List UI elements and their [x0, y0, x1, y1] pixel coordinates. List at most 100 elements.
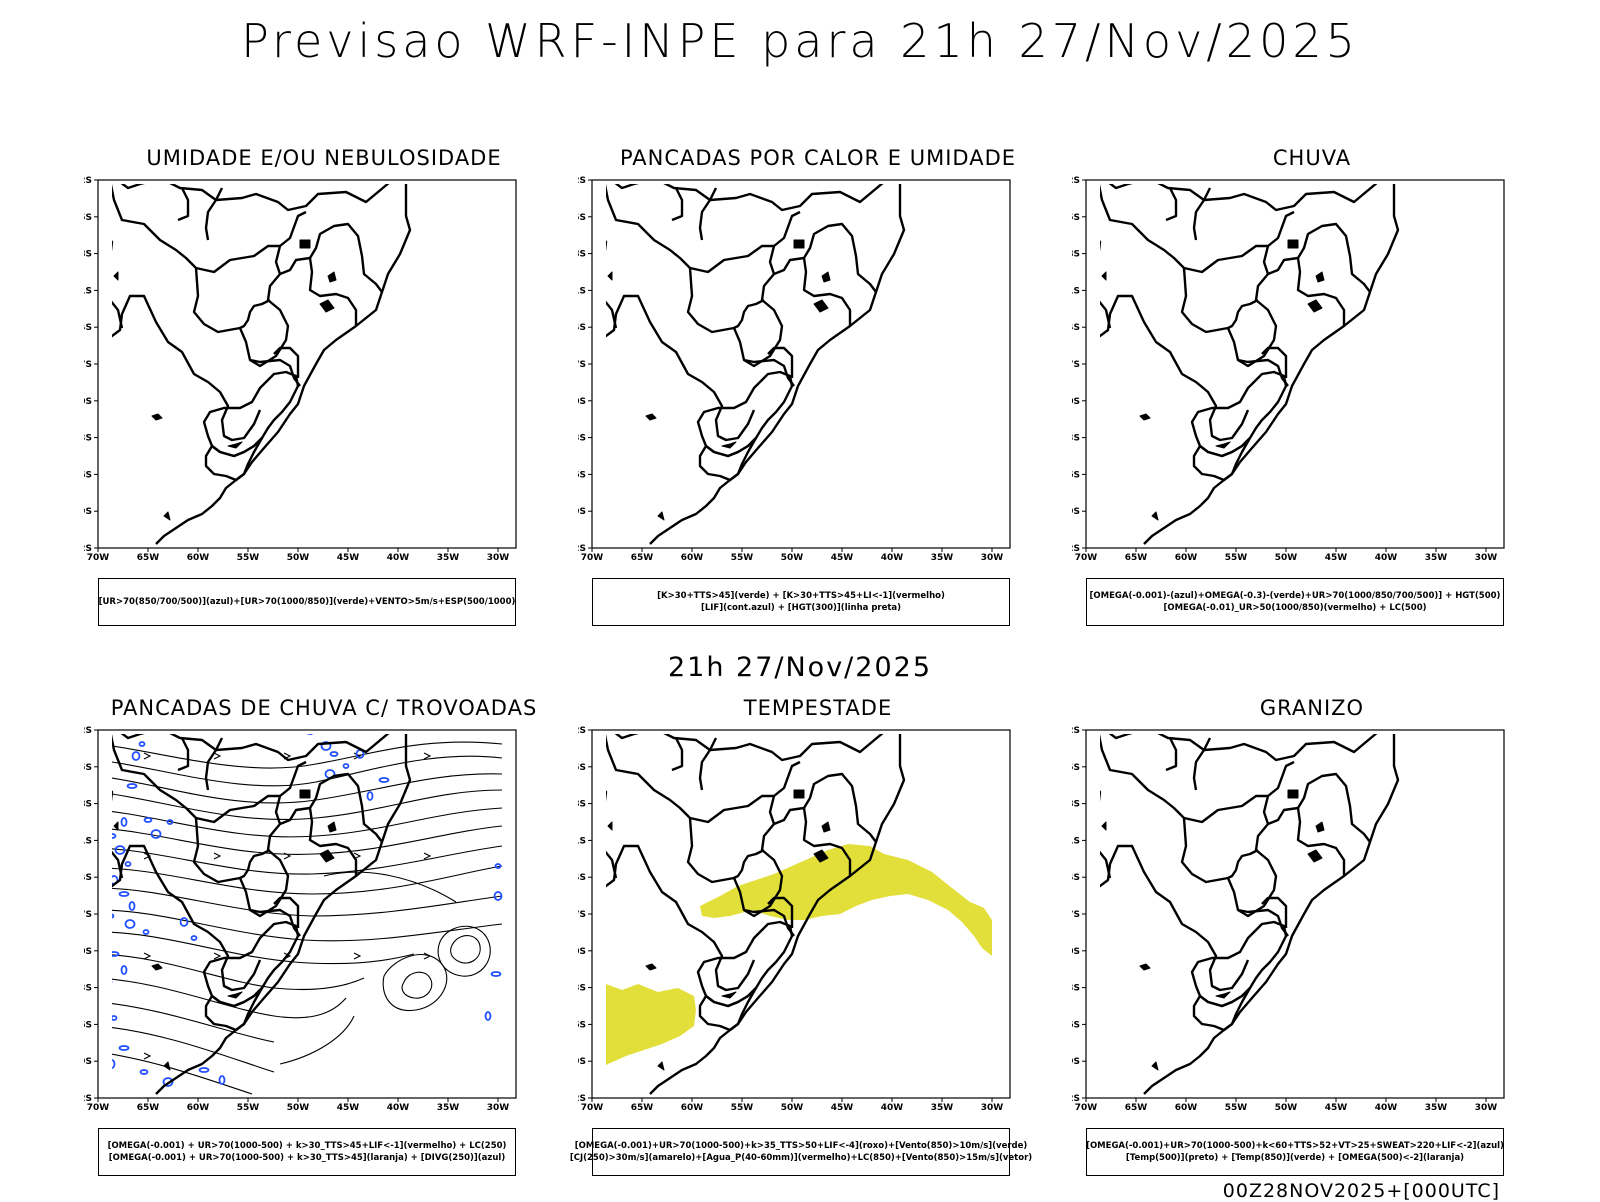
- lat-label: 15S: [578, 763, 586, 773]
- panel-title: UMIDADE E/OU NEBULOSIDADE: [146, 146, 502, 170]
- lon-label: 30W: [487, 1103, 510, 1113]
- streamline: [112, 931, 415, 965]
- thunder-contour: [342, 763, 350, 769]
- lake-shape: [319, 299, 335, 313]
- lat-label: 12S: [84, 176, 92, 186]
- lat-label: 42S: [84, 544, 92, 554]
- lat-label: 36S: [578, 1020, 586, 1030]
- lake-shape: [227, 991, 243, 999]
- thunder-contour: [494, 863, 502, 869]
- lat-label: 39S: [1072, 507, 1080, 517]
- lat-label: 33S: [1072, 984, 1080, 994]
- lon-label: 50W: [287, 1103, 310, 1113]
- map-granizo: 12S 15S 18S 21S 24S 27S 30S 33S 36S 39S 42S70W 65W 6…: [1072, 726, 1505, 1113]
- lake-shape: [1151, 1061, 1159, 1071]
- streamline: [112, 909, 503, 942]
- lat-label: 18S: [578, 800, 586, 810]
- streamline: [112, 865, 503, 895]
- lat-label: 24S: [1072, 873, 1080, 883]
- thunder-contour: [118, 1045, 130, 1051]
- lon-label: 65W: [1125, 1103, 1148, 1113]
- lat-label: 42S: [1072, 1094, 1080, 1104]
- border-line: [239, 298, 271, 330]
- lat-label: 33S: [84, 984, 92, 994]
- lon-label: 70W: [1075, 1103, 1098, 1113]
- lat-label: 39S: [578, 507, 586, 517]
- panel-legend: [OMEGA(-0.001)+UR>70(1000-500)+k>35_TTS>…: [570, 1128, 1032, 1176]
- thunder-contour: [112, 951, 120, 957]
- lake-shape: [721, 991, 737, 999]
- lat-label: 39S: [1072, 1057, 1080, 1067]
- border-line: [606, 790, 618, 879]
- map-tempestade: 12S 15S 18S 21S 24S 27S 30S 33S 36S 39S 42S70W 65W 6…: [578, 726, 1011, 1113]
- panel-umidade: UMIDADE E/OU NEBULOSIDADE 12S 15S 18S 21S 24…: [84, 146, 564, 626]
- map-content: [1100, 734, 1400, 1095]
- border-line: [249, 908, 301, 937]
- border-line: [767, 896, 794, 928]
- lat-label: 30S: [578, 397, 586, 407]
- border-line: [606, 734, 801, 824]
- streamline: [112, 741, 503, 769]
- lat-label: 33S: [84, 434, 92, 444]
- border-line: [1108, 184, 1400, 545]
- lake-shape: [657, 511, 665, 521]
- lon-label: 50W: [287, 553, 310, 563]
- border-line: [112, 184, 307, 274]
- lat-label: 18S: [84, 800, 92, 810]
- map-layer: [112, 734, 503, 1095]
- border-line: [606, 240, 618, 329]
- lat-label: 39S: [578, 1057, 586, 1067]
- thunder-contour: [112, 1015, 118, 1021]
- border-line: [671, 187, 684, 222]
- border-line: [686, 772, 877, 918]
- border-line: [273, 346, 300, 378]
- lon-label: 60W: [1175, 1103, 1198, 1113]
- lake-shape: [813, 849, 829, 863]
- border-line: [204, 737, 224, 791]
- border-line: [1192, 737, 1212, 791]
- map-border: [591, 179, 1011, 549]
- border-line: [1100, 184, 1295, 274]
- border-line: [802, 807, 852, 876]
- streamline: [279, 1015, 355, 1065]
- border-line: [614, 184, 906, 545]
- border-line: [671, 737, 684, 772]
- lat-label: 27S: [1072, 910, 1080, 920]
- border-line: [1180, 772, 1371, 918]
- lake-shape: [299, 239, 311, 249]
- thunder-contour: [378, 777, 390, 783]
- lake-shape: [1307, 849, 1323, 863]
- panel-chuva: CHUVA 12S 15S 18S 21S 24S 27S 30S 33S 36S 39S 42S7…: [1072, 146, 1552, 626]
- lat-label: 36S: [1072, 1020, 1080, 1030]
- lat-label: 21S: [1072, 836, 1080, 846]
- panel-legend: [K>30+TTS>45](verde) + [K>30+TTS>45+LI<-…: [592, 578, 1010, 626]
- thunder-contour: [120, 965, 128, 975]
- map-layer: [606, 734, 992, 1095]
- lon-label: 65W: [137, 553, 160, 563]
- thunder-contour: [329, 751, 339, 757]
- stream-arrow: [213, 752, 222, 760]
- border-line: [733, 848, 765, 880]
- thunder-contour: [190, 935, 198, 941]
- lon-label: 40W: [1375, 553, 1398, 563]
- panel-tempestade: TEMPESTADE 12S 15S 18S 21S 24S 27S 30S 33S 36S 39…: [570, 696, 1058, 1176]
- map-trovoadas: 12S 15S 18S 21S 24S 27S 30S 33S 36S 39S 42S70W 65W 6…: [84, 726, 517, 1113]
- lat-label: 30S: [84, 397, 92, 407]
- border-line: [192, 222, 383, 368]
- stream-arrow: [213, 852, 222, 860]
- lake-shape: [1101, 821, 1107, 831]
- lake-shape: [1287, 239, 1299, 249]
- thunder-contour: [143, 817, 153, 823]
- lake-shape: [645, 413, 657, 421]
- map-content: [606, 734, 992, 1095]
- streamline: [112, 887, 503, 917]
- border-line: [767, 346, 794, 378]
- lon-label: 50W: [781, 553, 804, 563]
- border-line: [239, 848, 271, 880]
- border-line: [112, 294, 262, 442]
- border-line: [204, 436, 264, 482]
- border-line: [1100, 844, 1250, 992]
- lake-shape: [607, 271, 613, 281]
- thunder-contour: [124, 861, 132, 867]
- lon-label: 40W: [881, 553, 904, 563]
